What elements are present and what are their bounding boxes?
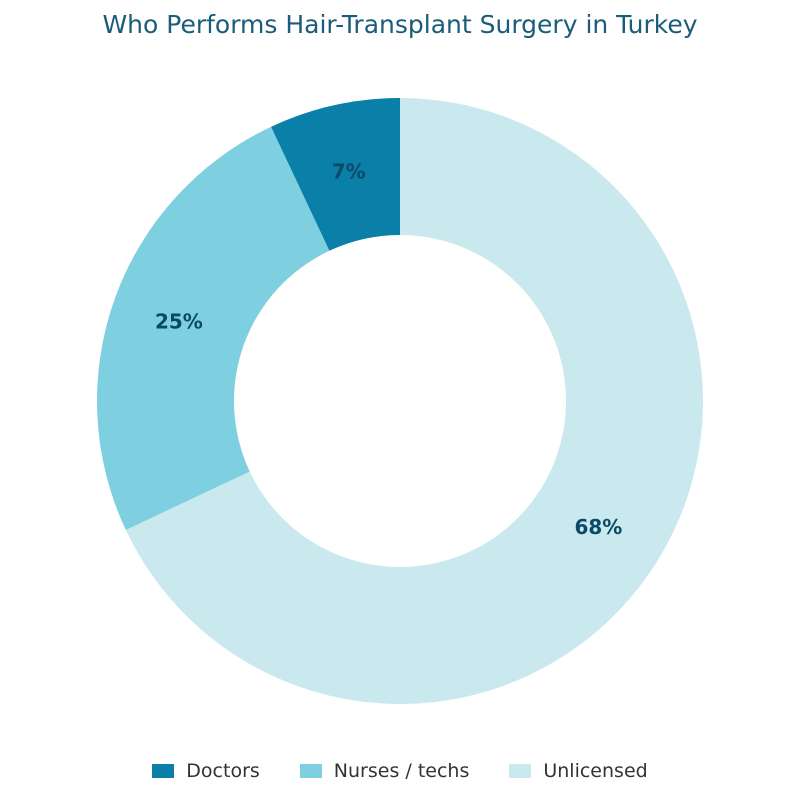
legend-label-unlicensed: Unlicensed	[543, 760, 648, 782]
legend-label-doctors: Doctors	[186, 760, 260, 782]
slice-group	[97, 98, 703, 704]
data-label-doctors: 7%	[332, 160, 366, 184]
slice-unlicensed[interactable]	[125, 98, 703, 704]
chart-title: Who Performs Hair-Transplant Surgery in …	[102, 10, 698, 39]
data-label-unlicensed: 68%	[574, 515, 622, 539]
legend-item-doctors[interactable]: Doctors	[152, 760, 260, 782]
legend-item-nurses-techs[interactable]: Nurses / techs	[299, 760, 470, 782]
legend-swatch-nurses-techs	[299, 764, 322, 778]
data-label-nurses-techs: 25%	[155, 309, 203, 333]
slice-doctors[interactable]	[270, 98, 400, 251]
legend-swatch-unlicensed	[509, 764, 532, 778]
legend-swatch-doctors	[152, 764, 175, 778]
data-label-group: 7% 25% 68%	[155, 160, 622, 539]
legend-item-unlicensed[interactable]: Unlicensed	[509, 760, 648, 782]
slice-nurses-techs[interactable]	[97, 126, 330, 531]
legend: Doctors Nurses / techs Unlicensed	[0, 756, 800, 786]
legend-label-nurses-techs: Nurses / techs	[333, 760, 470, 782]
